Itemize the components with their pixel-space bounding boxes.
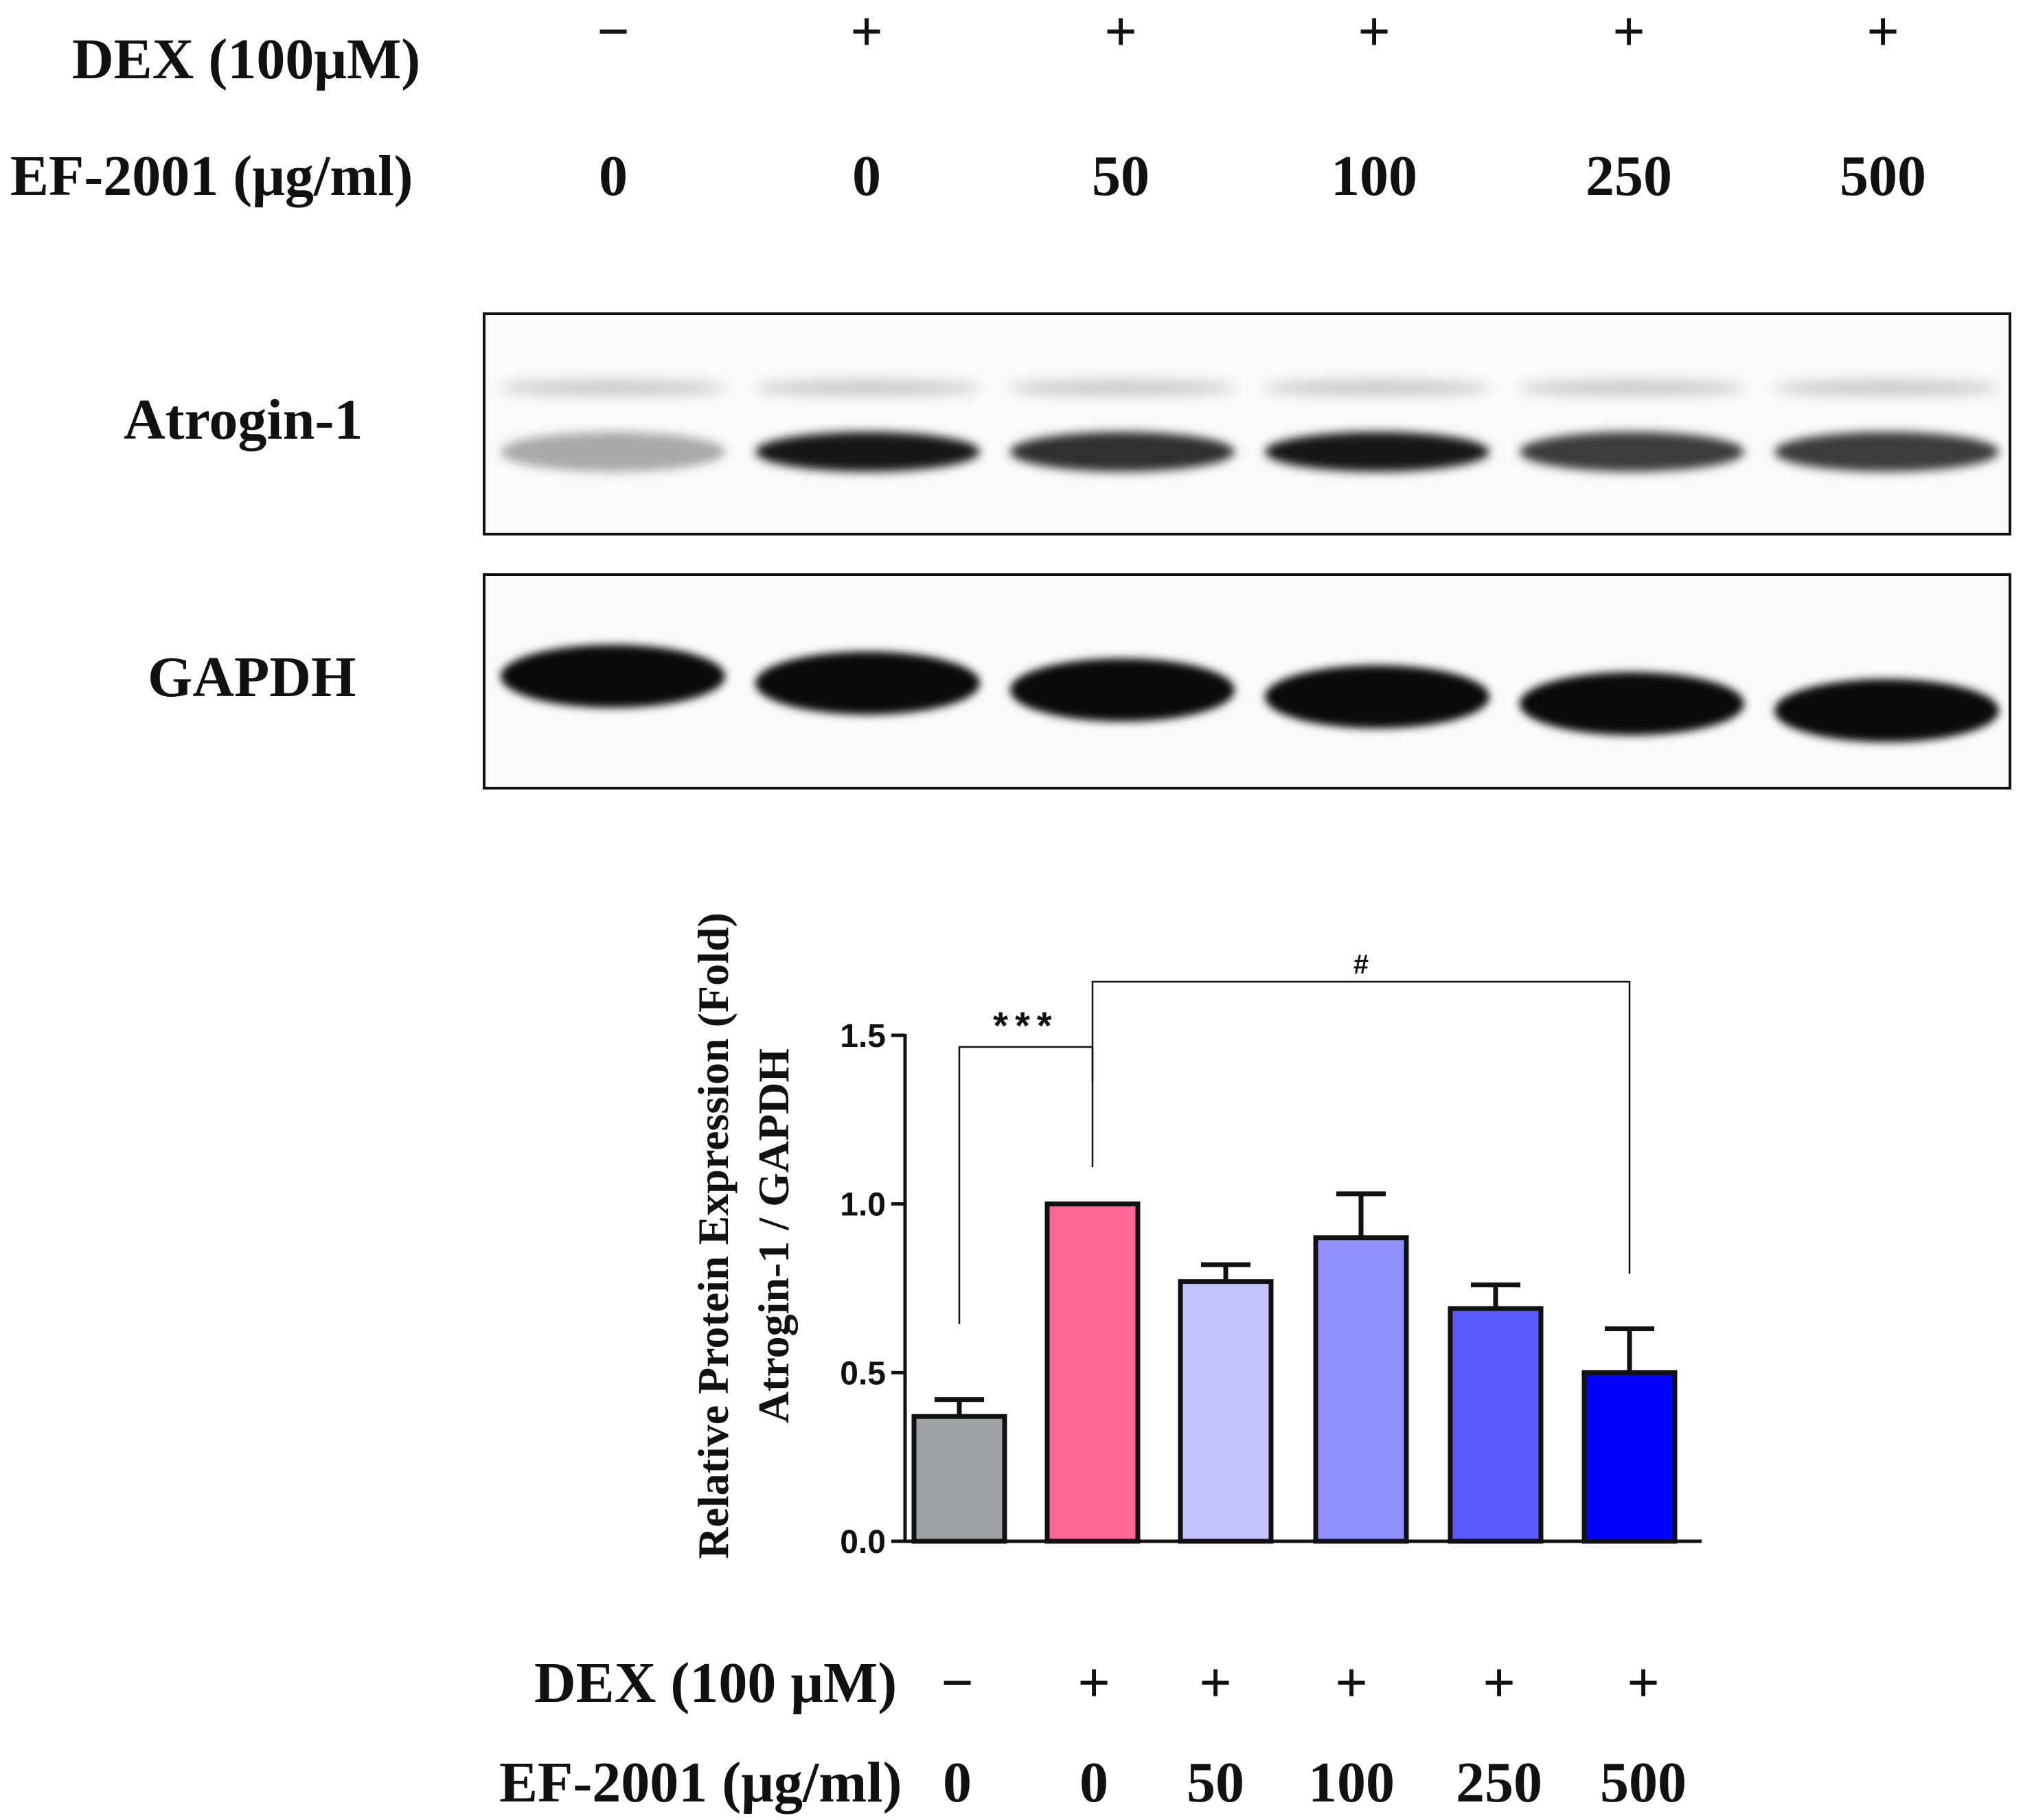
top-ef-dose-0: 0 (599, 144, 628, 208)
bottom-ef-dose-2: 50 (1187, 1751, 1244, 1815)
atrogin-blot-faint-band-5 (1774, 380, 1999, 395)
bar-2 (1178, 1279, 1274, 1544)
gapdh-blot-band-4 (1520, 672, 1744, 735)
bottom-dex-sign-5: + (1627, 1651, 1660, 1715)
atrogin-blot-band-0 (501, 432, 725, 472)
bottom-dex-sign-4: + (1483, 1651, 1516, 1715)
bottom-dex-sign-2: + (1199, 1651, 1232, 1715)
top-dex-sign-3: + (1358, 0, 1391, 64)
gapdh-blot-band-1 (755, 652, 980, 715)
significance-label-1: # (1353, 949, 1369, 980)
atrogin-blot (483, 312, 2011, 535)
bottom-ef-label: EF-2001 (μg/ml) (499, 1751, 902, 1815)
bar-5 (1581, 1370, 1678, 1544)
gapdh-blot-band-5 (1774, 679, 1999, 742)
top-dex-sign-0: − (597, 0, 630, 64)
atrogin-blot-faint-band-3 (1265, 380, 1489, 395)
bar-0 (911, 1414, 1007, 1544)
atrogin-blot-faint-band-4 (1520, 380, 1744, 395)
bar-3 (1313, 1235, 1409, 1544)
bottom-ef-dose-4: 250 (1456, 1751, 1542, 1815)
gapdh-blot-band-2 (1010, 658, 1235, 722)
bottom-dex-label: DEX (100 μM) (534, 1651, 898, 1715)
atrogin-blot-band-2 (1010, 432, 1235, 472)
top-ef-dose-1: 0 (852, 144, 881, 208)
bottom-ef-dose-1: 0 (1079, 1751, 1108, 1815)
bottom-ef-dose-5: 500 (1600, 1751, 1687, 1815)
significance-bracket-0 (958, 1046, 1094, 1324)
bar-1 (1044, 1201, 1141, 1544)
significance-label-0: *** (993, 1004, 1058, 1047)
top-dex-sign-1: + (850, 0, 883, 64)
atrogin-blot-band-3 (1265, 432, 1489, 472)
y-axis-label-line1: Relative Protein Expression (Fold) (689, 912, 738, 1559)
y-tick-label-2: 1.0 (840, 1187, 886, 1223)
atrogin-blot-faint-band-2 (1010, 380, 1235, 395)
top-dex-label: DEX (100μM) (72, 27, 421, 91)
top-ef-label: EF-2001 (μg/ml) (10, 144, 413, 208)
y-tick-label-3: 1.5 (840, 1018, 886, 1055)
top-ef-dose-3: 100 (1331, 144, 1417, 208)
significance-bracket-1 (1091, 980, 1631, 1274)
top-ef-dose-5: 500 (1840, 144, 1926, 208)
atrogin-blot-band-4 (1520, 432, 1744, 472)
bar-4 (1448, 1306, 1544, 1544)
top-dex-sign-2: + (1104, 0, 1137, 64)
y-tick-label-1: 0.5 (840, 1355, 886, 1392)
atrogin-blot-band-5 (1774, 432, 1999, 472)
bottom-dex-sign-3: + (1335, 1651, 1368, 1715)
y-axis-label-line2: Atrogin-1 / GAPDH (749, 1048, 798, 1423)
y-tick-label-0: 0.0 (840, 1524, 886, 1560)
atrogin-blot-faint-band-0 (501, 380, 725, 395)
top-dex-sign-4: + (1612, 0, 1645, 64)
top-ef-dose-2: 50 (1092, 144, 1150, 208)
atrogin-blot-band-1 (755, 432, 980, 472)
atrogin-blot-faint-band-1 (755, 380, 980, 395)
gapdh-blot-band-3 (1265, 665, 1489, 728)
atrogin-label: Atrogin-1 (124, 388, 363, 452)
gapdh-blot (483, 573, 2011, 790)
gapdh-label: GAPDH (148, 645, 356, 709)
bottom-ef-dose-0: 0 (943, 1751, 972, 1815)
top-dex-sign-5: + (1866, 0, 1899, 64)
gapdh-blot-band-0 (501, 645, 725, 708)
top-ef-dose-4: 250 (1586, 144, 1672, 208)
bottom-ef-dose-3: 100 (1308, 1751, 1395, 1815)
bottom-dex-sign-0: − (941, 1651, 974, 1715)
bottom-dex-sign-1: + (1077, 1651, 1110, 1715)
